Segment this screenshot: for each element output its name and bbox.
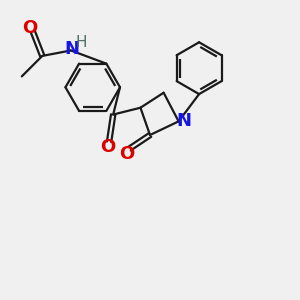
Text: N: N bbox=[65, 40, 80, 58]
Text: O: O bbox=[119, 145, 134, 163]
Text: O: O bbox=[22, 19, 38, 37]
Text: O: O bbox=[100, 138, 116, 156]
Text: N: N bbox=[176, 112, 191, 130]
Text: H: H bbox=[76, 35, 87, 50]
